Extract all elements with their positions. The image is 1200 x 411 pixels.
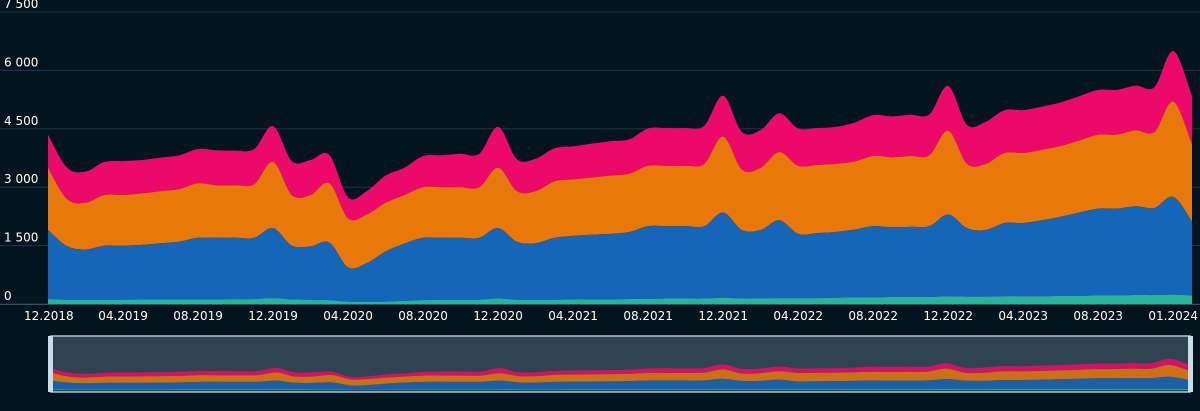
x-tick-label: 08.2022: [848, 309, 898, 323]
x-tick-label: 12.2018: [24, 309, 74, 323]
navigator-area-series-1: [53, 388, 1188, 390]
y-tick-label: 7 500: [4, 0, 38, 11]
x-tick-label: 04.2019: [98, 309, 148, 323]
x-tick-label: 08.2019: [173, 309, 223, 323]
navigator-area-series-3: [53, 365, 1188, 386]
area-series-3: [48, 101, 1192, 269]
x-tick-label: 12.2019: [248, 309, 298, 323]
area-series-2: [48, 196, 1192, 303]
navigator-area-series-2: [53, 376, 1188, 390]
x-tick-label: 08.2020: [398, 309, 448, 323]
x-tick-label: 08.2021: [623, 309, 673, 323]
x-tick-label: 01.2024: [1148, 309, 1198, 323]
navigator-areas: [53, 358, 1188, 390]
navigator[interactable]: [48, 335, 1193, 393]
x-tick-label: 12.2021: [698, 309, 748, 323]
y-tick-label: 6 000: [4, 55, 38, 69]
navigator-area-series-4: [53, 358, 1188, 380]
y-tick-label: 4 500: [4, 114, 38, 128]
area-series-1: [48, 294, 1192, 304]
area-layer: [48, 50, 1192, 304]
navigator-handle-left[interactable]: [48, 336, 53, 392]
x-tick-label: 12.2022: [923, 309, 973, 323]
y-tick-label: 1 500: [4, 231, 38, 245]
area-series-4: [48, 50, 1192, 221]
axis-layer: 0 1 500 3 000 4 500 6 000 7 500 12.2018 04.2019…: [0, 0, 1200, 323]
y-tick-label: 3 000: [4, 172, 38, 186]
x-tick-label: 08.2023: [1073, 309, 1123, 323]
x-tick-label: 04.2021: [548, 309, 598, 323]
navigator-handle-right[interactable]: [1188, 336, 1193, 392]
x-tick-label: 04.2022: [773, 309, 823, 323]
x-tick-label: 12.2020: [473, 309, 523, 323]
x-tick-label: 04.2023: [998, 309, 1048, 323]
x-tick-label: 04.2020: [323, 309, 373, 323]
y-tick-label: 0: [4, 289, 12, 303]
